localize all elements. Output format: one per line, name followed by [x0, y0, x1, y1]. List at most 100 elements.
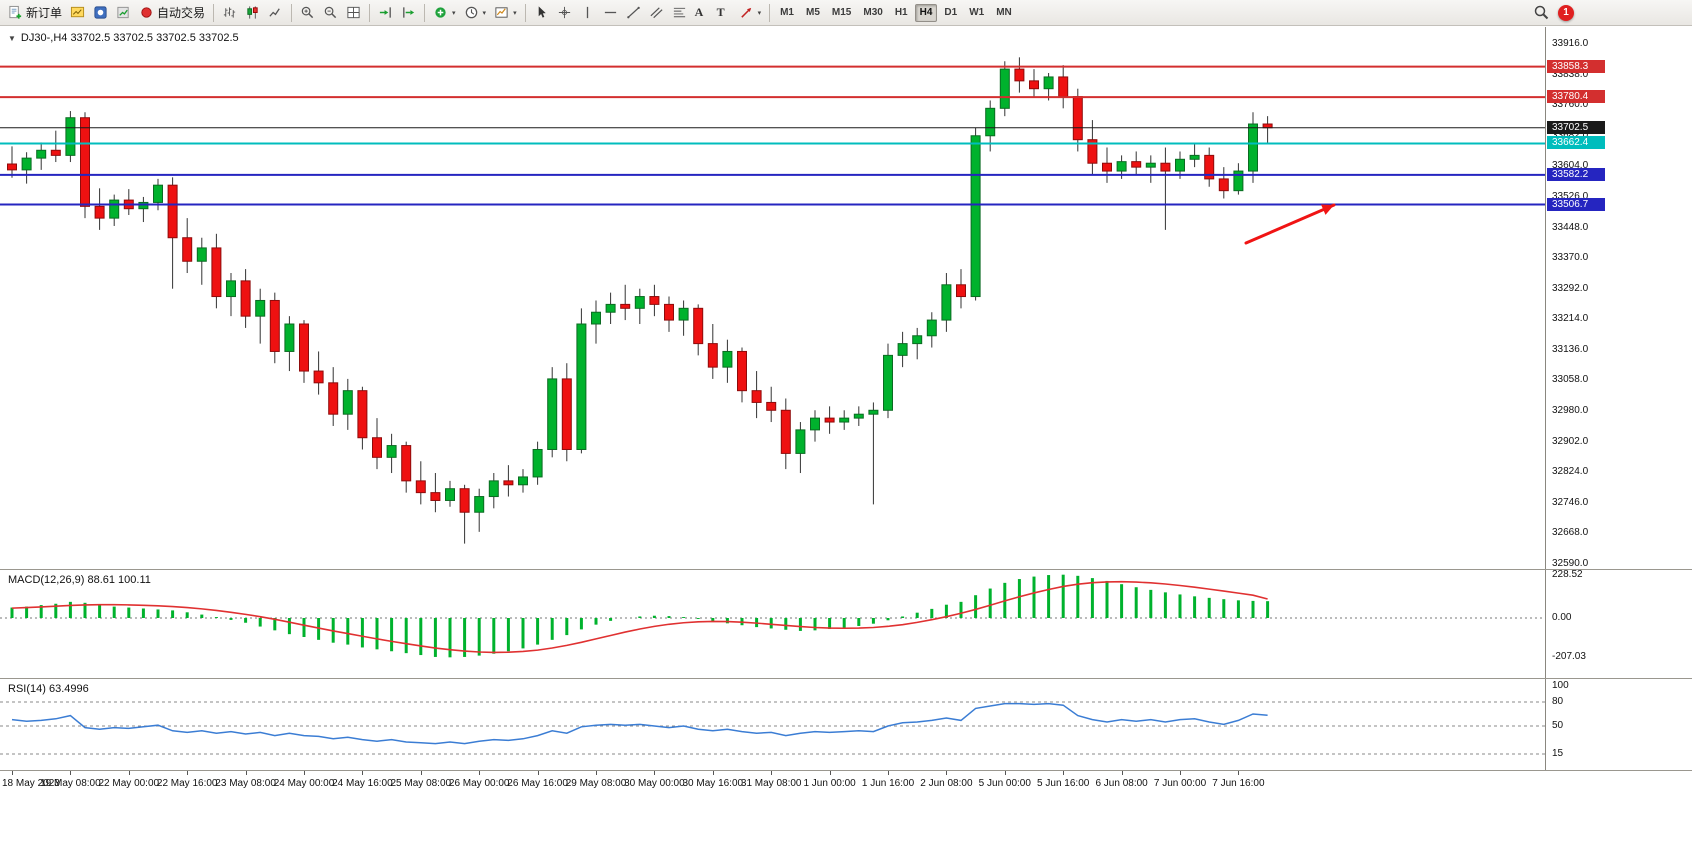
new-chart-button[interactable] — [66, 2, 89, 24]
auto-trading-button[interactable]: 自动交易 — [135, 2, 209, 24]
rsi-axis: 100 80 50 15 — [1546, 678, 1692, 770]
notification-badge[interactable]: 1 — [1558, 4, 1574, 21]
time-axis-label: 30 May 16:00 — [682, 778, 744, 789]
zoom-out-button[interactable] — [319, 2, 342, 24]
timeframe-button-h1[interactable]: H1 — [894, 6, 908, 18]
rsi-chart-surface — [0, 701, 1545, 755]
tile-windows-button[interactable] — [342, 2, 365, 24]
toolbar-separator — [424, 3, 426, 22]
crosshair-button[interactable] — [553, 2, 576, 24]
timeframe-button-h4[interactable]: H4 — [914, 3, 938, 22]
time-axis-label: 22 May 00:00 — [98, 778, 160, 789]
bar-chart-mode-button[interactable] — [218, 2, 241, 24]
channel-button[interactable] — [645, 2, 668, 24]
horizontal-line-button[interactable] — [599, 2, 622, 24]
rsi-label: RSI(14) 63.4996 — [8, 683, 89, 695]
price-line-badge: 33506.7 — [1547, 197, 1605, 211]
time-axis-label: 18 May 2023 — [2, 778, 60, 789]
time-axis-tick — [537, 771, 539, 775]
mql5-community-button[interactable] — [89, 2, 112, 24]
price-line-badge: 33780.4 — [1547, 90, 1605, 104]
axis-tick-label: 228.52 — [1552, 568, 1583, 580]
chevron-down-icon: ▾ — [452, 9, 456, 17]
time-axis-label: 29 May 08:00 — [565, 778, 627, 789]
time-axis-label: 25 May 08:00 — [390, 778, 452, 789]
templates-button[interactable]: ▾ — [490, 2, 521, 24]
axis-tick-label: 33526.0 — [1552, 190, 1589, 202]
chart-header: ▼ DJ30-,H4 33702.5 33702.5 33702.5 33702… — [8, 32, 239, 44]
auto-scroll-icon — [378, 5, 393, 20]
timeframe-button-d1[interactable]: D1 — [944, 6, 958, 18]
timeframe-button-m15[interactable]: M15 — [831, 6, 852, 18]
symbol-ohlc-label: DJ30-,H4 33702.5 33702.5 33702.5 33702.5 — [20, 32, 239, 44]
text-button[interactable]: A — [691, 2, 713, 24]
horizontal-line-icon — [603, 5, 618, 20]
one-click-trading-toggle[interactable]: ▼ — [8, 33, 16, 43]
time-axis-label: 26 May 00:00 — [448, 778, 510, 789]
main-chart-surface[interactable] — [0, 27, 1545, 569]
cursor-button[interactable] — [530, 2, 553, 24]
timeframe-button-m5[interactable]: M5 — [806, 6, 820, 18]
time-axis-label: 1 Jun 00:00 — [803, 778, 856, 789]
time-axis: 18 May 2023 19 May 08:00 22 May 00:00 22 Ma… — [0, 770, 1692, 800]
text-icon: A — [694, 5, 704, 19]
candlestick-mode-button[interactable] — [241, 2, 264, 24]
axis-tick-label: 15 — [1552, 748, 1564, 759]
zoom-in-button[interactable] — [296, 2, 319, 24]
toolbar-separator — [524, 3, 526, 22]
time-axis-tick — [1180, 771, 1181, 775]
chart-shift-button[interactable] — [397, 2, 420, 24]
market-data-button[interactable] — [112, 2, 135, 24]
indicators-icon — [433, 5, 448, 20]
timeframe-button-m1[interactable]: M1 — [780, 6, 794, 18]
macd-panel: 228.52 0.00 -207.03 MACD(12,26,9) 88.61 10… — [0, 569, 1692, 678]
fibonacci-button[interactable] — [668, 2, 691, 24]
panel-divider[interactable] — [0, 678, 1692, 679]
auto-scroll-button[interactable] — [374, 2, 397, 24]
toolbar-separator — [769, 3, 771, 22]
panel-divider — [0, 770, 1692, 771]
axis-tick-label: 33838.0 — [1552, 68, 1589, 80]
time-axis-label: 31 May 08:00 — [740, 778, 802, 789]
indicators-button[interactable]: ▾ — [429, 2, 460, 24]
axis-tick-label: 32902.0 — [1552, 435, 1589, 447]
panel-divider[interactable] — [0, 569, 1692, 570]
new-order-button[interactable]: 新订单 — [4, 2, 66, 24]
time-axis-label: 24 May 16:00 — [332, 778, 393, 789]
crosshair-icon — [557, 5, 572, 20]
axis-tick-label: 32980.0 — [1552, 405, 1589, 417]
time-axis-label: 24 May 00:00 — [273, 778, 335, 789]
trendline-button[interactable] — [622, 2, 645, 24]
time-axis-label: 7 Jun 00:00 — [1153, 778, 1207, 789]
axis-tick-label: 32590.0 — [1552, 558, 1589, 569]
time-axis-tick — [1121, 771, 1123, 775]
main-toolbar: 新订单 自动交易 — [0, 0, 1692, 26]
price-axis-divider — [1545, 27, 1546, 770]
line-chart-mode-button[interactable] — [264, 2, 287, 24]
price-axis: 33916.0 33838.0 33760.0 33682.0 33604.0 33526… — [1546, 27, 1692, 569]
price-line-badge: 33582.2 — [1547, 167, 1605, 181]
toolbar-separator — [291, 3, 293, 22]
time-axis-tick — [12, 771, 13, 775]
market-data-icon — [116, 5, 131, 20]
axis-tick-label: 33058.0 — [1552, 374, 1589, 386]
fibonacci-icon — [672, 5, 687, 20]
new-order-icon — [8, 5, 23, 20]
time-axis-label: 6 Jun 08:00 — [1095, 778, 1148, 789]
timeframe-button-w1[interactable]: W1 — [969, 6, 985, 18]
search-icon[interactable] — [1533, 4, 1550, 21]
time-axis-tick — [654, 771, 656, 775]
label-button[interactable]: T — [713, 2, 735, 24]
chevron-down-icon: ▾ — [482, 9, 487, 17]
timeframe-button-m30[interactable]: M30 — [863, 6, 883, 18]
axis-tick-label: 33760.0 — [1552, 99, 1589, 111]
timeframe-button-mn[interactable]: MN — [996, 6, 1012, 18]
channel-icon — [649, 5, 664, 20]
auto-trading-label: 自动交易 — [157, 6, 206, 20]
time-axis-label: 1 Jun 16:00 — [861, 778, 915, 789]
time-axis-tick — [187, 771, 189, 775]
periods-button[interactable]: ▾ — [460, 2, 491, 24]
vertical-line-button[interactable] — [576, 2, 599, 24]
macd-axis: 228.52 0.00 -207.03 — [1546, 569, 1692, 678]
arrow-objects-button[interactable]: ▾ — [735, 2, 766, 24]
